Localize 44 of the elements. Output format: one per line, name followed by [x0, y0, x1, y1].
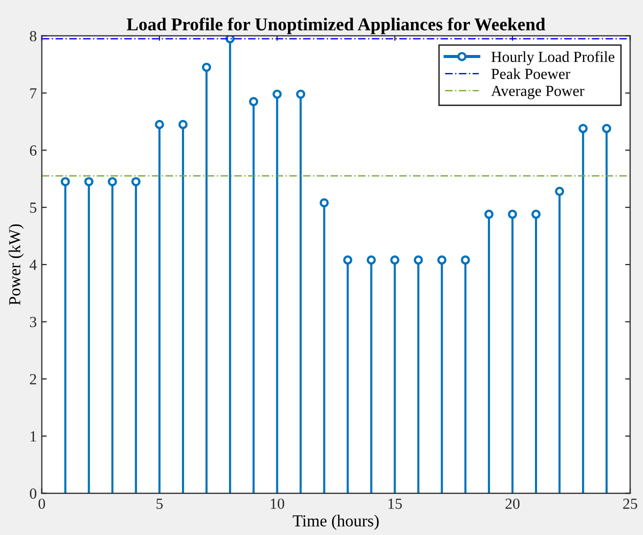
y-tick-label: 1 [30, 431, 36, 442]
point [366, 255, 376, 265]
point [131, 177, 141, 186]
point [578, 124, 588, 134]
y-tick-label: 5 [30, 202, 36, 213]
y-tick-label: 4 [30, 260, 37, 270]
legend-label: Average Power [491, 86, 584, 100]
chart-title: Load Profile for Unoptimized Appliances for Weekend [126, 18, 546, 34]
x-tick-label: 20 [506, 498, 520, 509]
y-tick-label: 0 [30, 488, 36, 499]
x-tick-label: 15 [388, 498, 402, 509]
y-axis-title: Power (kW) [8, 224, 24, 306]
point [508, 210, 518, 219]
y-tick-label: 6 [30, 145, 36, 156]
point [178, 120, 188, 130]
point [108, 177, 117, 186]
point [484, 210, 494, 219]
point [343, 255, 352, 265]
point [554, 186, 564, 196]
legend-label: Peak Poewer [491, 68, 570, 80]
x-tick-label: 10 [270, 498, 284, 509]
x-tick-label: 5 [156, 498, 163, 509]
point [272, 90, 282, 99]
point [320, 198, 329, 208]
x-tick-label: 0 [38, 498, 46, 509]
y-tick-label: 2 [30, 374, 36, 384]
x-axis-title: Time (hours) [292, 514, 379, 530]
point [84, 177, 94, 186]
point [60, 177, 70, 186]
point [531, 210, 541, 219]
point [202, 62, 212, 72]
point [437, 255, 446, 265]
point [296, 90, 306, 99]
point [460, 255, 470, 265]
y-tick-label: 7 [30, 88, 36, 98]
point [154, 120, 164, 130]
point [249, 97, 258, 106]
y-tick-label: 3 [30, 316, 36, 328]
point [414, 255, 423, 265]
x-tick-label: 25 [623, 498, 638, 509]
legend-label: Hourly Load Profile [491, 51, 614, 66]
point [390, 255, 400, 265]
point [602, 124, 612, 134]
y-tick-label: 8 [30, 30, 36, 42]
